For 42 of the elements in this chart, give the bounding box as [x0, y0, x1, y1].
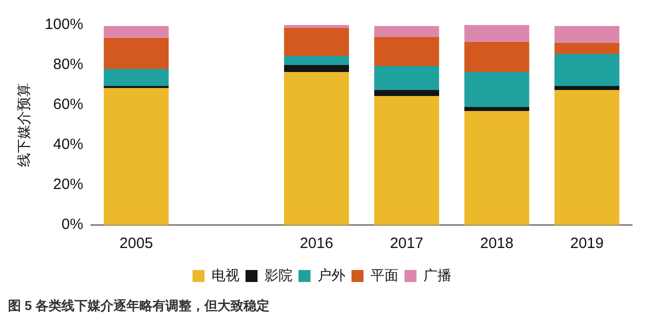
bar — [464, 25, 530, 42]
x-tick-label: 2017 — [390, 235, 424, 252]
legend-label: 电视 — [212, 266, 240, 283]
legend-label: 广播 — [424, 266, 452, 283]
bar — [284, 25, 349, 28]
caption: 图 5 各类线下媒介逐年略有调整，但大致稳定 — [8, 297, 270, 315]
y-tick-label: 100% — [44, 16, 84, 34]
bar — [284, 56, 349, 65]
bar — [554, 26, 620, 43]
bar — [554, 43, 620, 54]
y-tick-label: 0% — [61, 216, 84, 234]
bar — [284, 65, 349, 72]
bar — [284, 72, 349, 225]
y-axis-title: 线下媒介预算 — [15, 83, 32, 167]
y-tick-label: 40% — [53, 136, 84, 154]
bar — [374, 90, 440, 96]
bar — [104, 88, 169, 225]
x-tick-label: 2019 — [570, 235, 604, 252]
bar — [284, 28, 349, 56]
y-tick-label: 80% — [53, 56, 84, 74]
bar — [374, 37, 440, 66]
bar — [374, 26, 440, 37]
bar — [104, 26, 169, 38]
x-tick-label: 2005 — [120, 235, 153, 252]
legend-label: 平面 — [370, 266, 398, 283]
bar — [554, 86, 620, 90]
bar — [104, 69, 169, 86]
y-tick-label: 60% — [53, 96, 84, 114]
bar — [374, 96, 440, 225]
bar — [464, 107, 530, 111]
x-tick-label: 2018 — [480, 235, 514, 252]
bar — [554, 54, 620, 86]
legend-label: 影院 — [264, 266, 292, 283]
bar — [464, 72, 530, 107]
bar — [554, 90, 620, 225]
x-tick-label: 2016 — [300, 235, 334, 252]
bar — [464, 111, 530, 225]
legend-label: 户外 — [318, 266, 346, 283]
bar — [374, 66, 440, 90]
bar — [464, 42, 530, 72]
bar — [104, 38, 169, 69]
y-tick-label: 20% — [53, 176, 84, 194]
